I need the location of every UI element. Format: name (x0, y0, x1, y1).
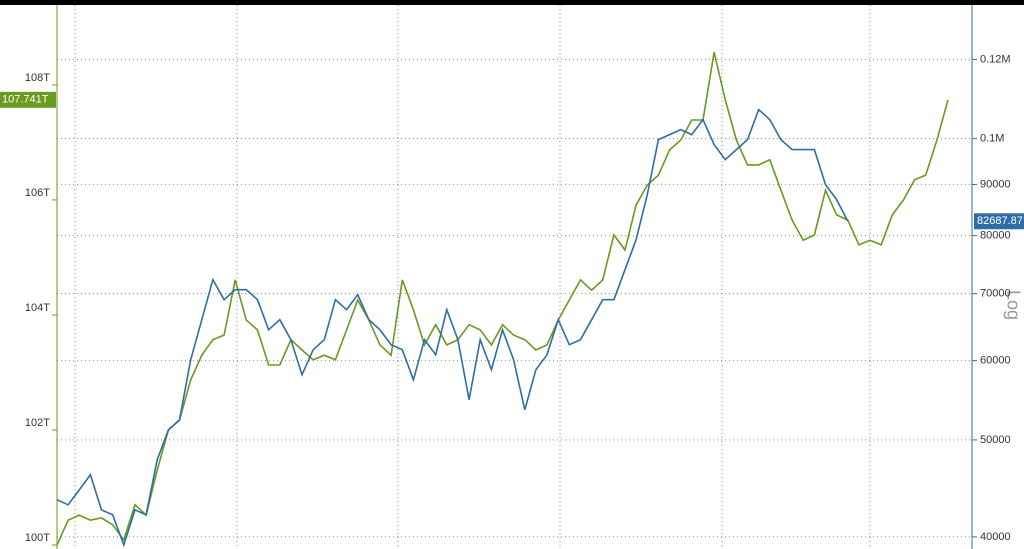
scale-label: Log (1003, 290, 1023, 320)
top-bar (0, 0, 1024, 5)
end-label: 107.741T (2, 94, 49, 106)
y2-tick-label: 50000 (980, 434, 1011, 446)
y-tick-label: 106T (25, 187, 50, 199)
y2-tick-label: 90000 (980, 178, 1011, 190)
y-tick-label: 100T (25, 532, 50, 544)
data-line (56, 108, 849, 548)
data-line (56, 52, 949, 546)
y-tick-label: 102T (25, 417, 50, 429)
y2-tick-label: 60000 (980, 355, 1011, 367)
y2-tick-label: 0.1M (980, 133, 1004, 145)
end-label: 82687.87 (977, 215, 1023, 227)
y-tick-label: 104T (25, 302, 50, 314)
y-tick-label: 108T (25, 72, 50, 84)
y2-tick-label: 40000 (980, 531, 1011, 543)
y2-tick-label: 70000 (980, 288, 1011, 300)
end-label-box (974, 213, 1024, 230)
y2-tick-label: 0.12M (980, 53, 1011, 65)
y2-tick-label: 80000 (980, 230, 1011, 242)
end-label-box (0, 91, 56, 108)
